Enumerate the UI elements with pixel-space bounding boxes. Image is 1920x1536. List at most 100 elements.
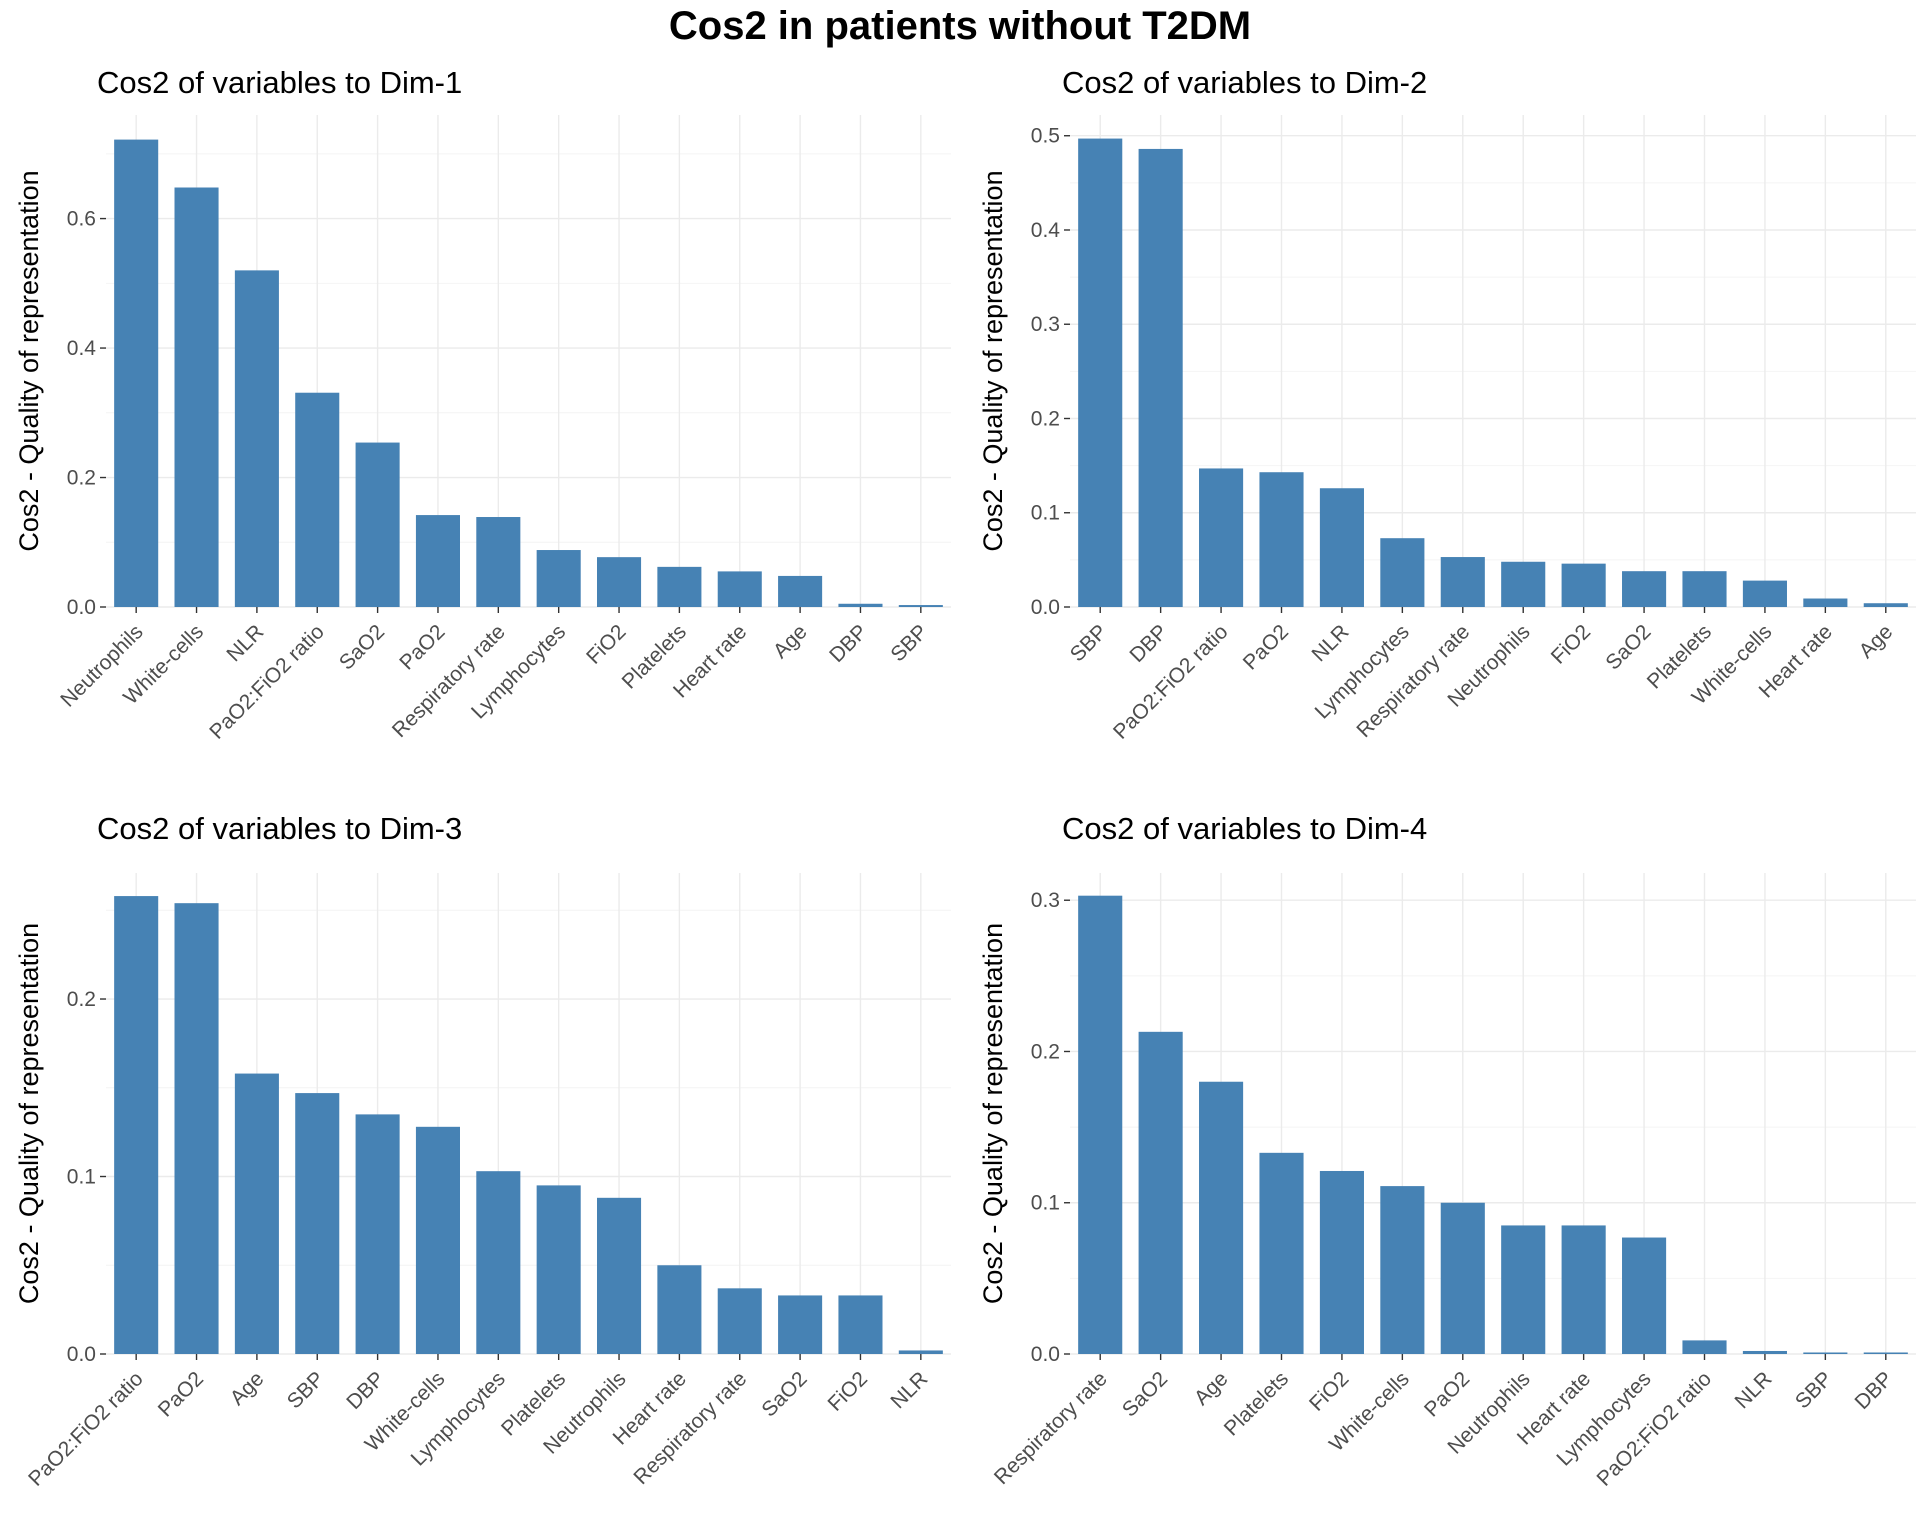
bar-fio2 [1319,1170,1364,1354]
bar-white-cells [1742,580,1787,607]
bar-neutrophils [114,139,159,607]
bar-sbp [898,605,943,607]
x-tick-label: PaO2:FiO2 ratio [205,620,329,744]
y-tick-label: 0.2 [67,988,96,1011]
x-tick-label: PaO2 [1420,1367,1474,1421]
bar-heart-rate [717,571,762,607]
x-tick-label: SaO2 [1601,620,1655,674]
bar-age [1199,1081,1244,1354]
x-tick-label: FiO2 [1305,1367,1353,1415]
bar-nlr [1742,1350,1787,1354]
x-tick-label: PaO2 [1239,620,1293,674]
bar-lymphocytes [1380,538,1425,607]
bar-sao2 [355,442,400,607]
bar-pao2-fio2-ratio [295,392,340,607]
y-axis-label: Cos2 - Quality of representation [978,923,1008,1304]
bar-sbp [1078,138,1123,607]
x-tick-label: DBP [825,620,872,667]
x-tick-label: DBP [1851,1367,1898,1414]
x-tick-label: Respiratory rate [388,620,510,742]
x-tick-label: SBP [886,620,932,666]
bar-sao2 [778,1295,823,1354]
bar-lymphocytes [536,550,581,607]
bar-platelets [536,1185,581,1354]
bar-dbp [1863,1352,1908,1354]
bar-age [234,1073,279,1354]
bar-lymphocytes [476,1171,521,1354]
y-tick-label: 0.0 [67,1343,96,1366]
x-tick-label: PaO2:FiO2 ratio [1592,1367,1716,1491]
bar-neutrophils [1501,1225,1546,1354]
bar-age [778,575,823,607]
y-tick-label: 0.2 [1031,1040,1060,1063]
y-tick-label: 0.2 [1031,407,1060,430]
bar-age [1863,603,1908,607]
bar-nlr [898,1350,943,1354]
x-tick-label: Platelets [1220,1367,1293,1440]
bar-heart-rate [657,1265,702,1354]
main-title: Cos2 in patients without T2DM [668,4,1252,48]
y-axis-label: Cos2 - Quality of representation [978,170,1008,551]
bar-pao2 [415,515,460,607]
x-tick-label: PaO2 [154,1367,208,1421]
x-tick-label: Age [1855,620,1898,663]
x-tick-label: SaO2 [757,1367,811,1421]
y-tick-label: 0.2 [67,467,96,490]
x-tick-label: Age [226,1367,269,1410]
bar-fio2 [838,1295,883,1354]
y-tick-label: 0.5 [1031,125,1060,148]
x-tick-label: Respiratory rate [629,1367,751,1489]
panel-dim-4: 0.0 0.1 0.2 0.3 Respiratory rate SaO2 AgePlate… [978,811,1916,1491]
bar-nlr [1319,488,1364,607]
x-tick-label: Respiratory rate [990,1367,1112,1489]
bar-pao2-fio2-ratio [1199,468,1244,607]
bar-neutrophils [597,1197,642,1354]
bar-platelets [657,566,702,607]
y-tick-label: 0.1 [1031,502,1060,525]
y-axis-label: Cos2 - Quality of representation [14,170,44,551]
x-tick-label: Respiratory rate [1352,620,1474,742]
bar-heart-rate [1561,1225,1606,1354]
bar-dbp [1138,148,1183,607]
bar-respiratory-rate [1078,895,1123,1354]
panel-title: Cos2 of variables to Dim-2 [1062,65,1427,100]
bar-pao2 [1259,472,1304,607]
bar-white-cells [174,187,219,608]
y-tick-label: 0.0 [1031,1343,1060,1366]
x-tick-label: FiO2 [824,1367,872,1415]
x-tick-label: NLR [886,1367,932,1413]
bar-sbp [295,1093,340,1354]
y-axis-label: Cos2 - Quality of representation [14,923,44,1304]
panel-title: Cos2 of variables to Dim-3 [97,811,462,846]
bar-heart-rate [1803,598,1848,607]
y-tick-label: 0.6 [67,208,96,231]
bar-pao2-fio2-ratio [114,896,159,1354]
bar-white-cells [415,1126,460,1354]
bar-sao2 [1138,1031,1183,1354]
x-tick-label: PaO2:FiO2 ratio [24,1367,148,1491]
x-tick-label: Age [1190,1367,1233,1410]
y-tick-label: 0.1 [1031,1192,1060,1215]
y-tick-label: 0.4 [67,337,97,360]
y-tick-label: 0.3 [1031,313,1060,336]
x-tick-label: SBP [283,1367,329,1413]
bar-dbp [838,603,883,607]
bar-platelets [1259,1152,1304,1354]
x-tick-label: DBP [342,1367,389,1414]
x-tick-label: Age [769,620,812,663]
x-tick-label: FiO2 [1547,620,1595,668]
bar-white-cells [1380,1186,1425,1354]
bar-sbp [1803,1352,1848,1354]
x-tick-label: NLR [222,620,268,666]
y-tick-label: 0.1 [67,1166,96,1189]
x-tick-label: NLR [1307,620,1353,666]
bar-respiratory-rate [476,517,521,607]
bar-sao2 [1622,571,1667,607]
x-tick-label: DBP [1125,620,1172,667]
y-tick-label: 0.4 [1031,219,1061,242]
y-tick-label: 0.0 [1031,596,1060,619]
